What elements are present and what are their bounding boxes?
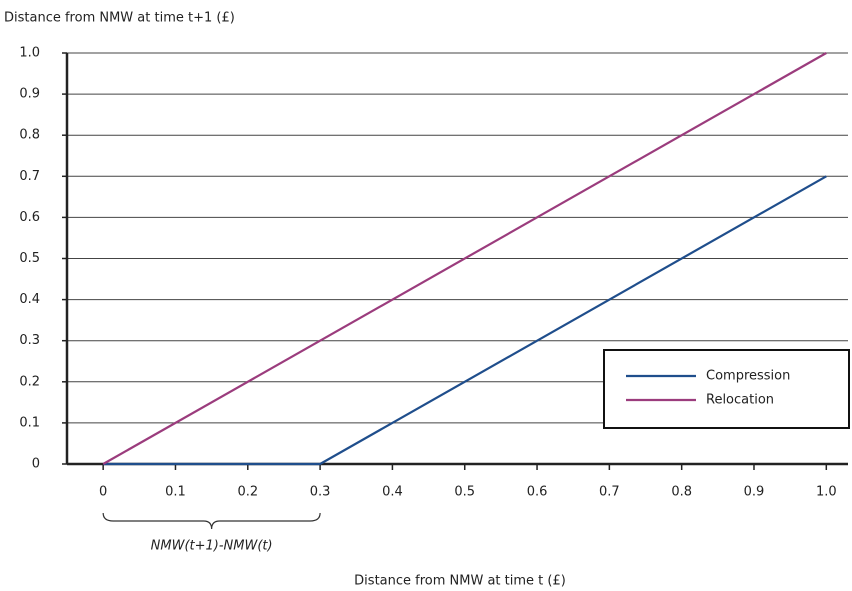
series-line — [103, 175, 827, 466]
legend-box — [603, 349, 850, 429]
y-tick-label: 0.7 — [19, 169, 40, 184]
legend-label: Compression — [706, 369, 790, 384]
x-tick-label: 0.9 — [744, 485, 765, 500]
y-tick-label: 0.5 — [19, 251, 40, 266]
legend-label: Relocation — [706, 393, 774, 408]
annotation-text: NMW(t+1)-NMW(t) — [151, 539, 273, 554]
y-tick-label: 0 — [32, 457, 40, 472]
annotation-brace — [102, 512, 321, 530]
y-tick-label: 0.2 — [19, 374, 40, 389]
x-tick-label: 0.5 — [454, 485, 475, 500]
series-line — [102, 52, 827, 465]
y-tick-label: 0.8 — [19, 128, 40, 143]
x-tick-label: 0.4 — [382, 485, 403, 500]
x-tick-label: 0.6 — [527, 485, 548, 500]
y-tick-label: 1.0 — [19, 46, 40, 61]
x-axis-label: Distance from NMW at time t (£) — [354, 574, 566, 589]
x-tick-label: 0.7 — [599, 485, 620, 500]
x-tick-label: 0 — [99, 485, 107, 500]
x-tick-label: 0.3 — [310, 485, 331, 500]
x-tick-label: 0.2 — [237, 485, 258, 500]
y-axis-label: Distance from NMW at time t+1 (£) — [4, 11, 235, 26]
y-tick-label: 0.4 — [19, 292, 40, 307]
x-tick-label: 0.1 — [165, 485, 186, 500]
x-tick-label: 0.8 — [671, 485, 692, 500]
y-tick-label: 0.6 — [19, 210, 40, 225]
y-tick-label: 0.9 — [19, 87, 40, 102]
x-tick-label: 1.0 — [816, 485, 837, 500]
y-tick-label: 0.3 — [19, 333, 40, 348]
y-tick-label: 0.1 — [19, 415, 40, 430]
